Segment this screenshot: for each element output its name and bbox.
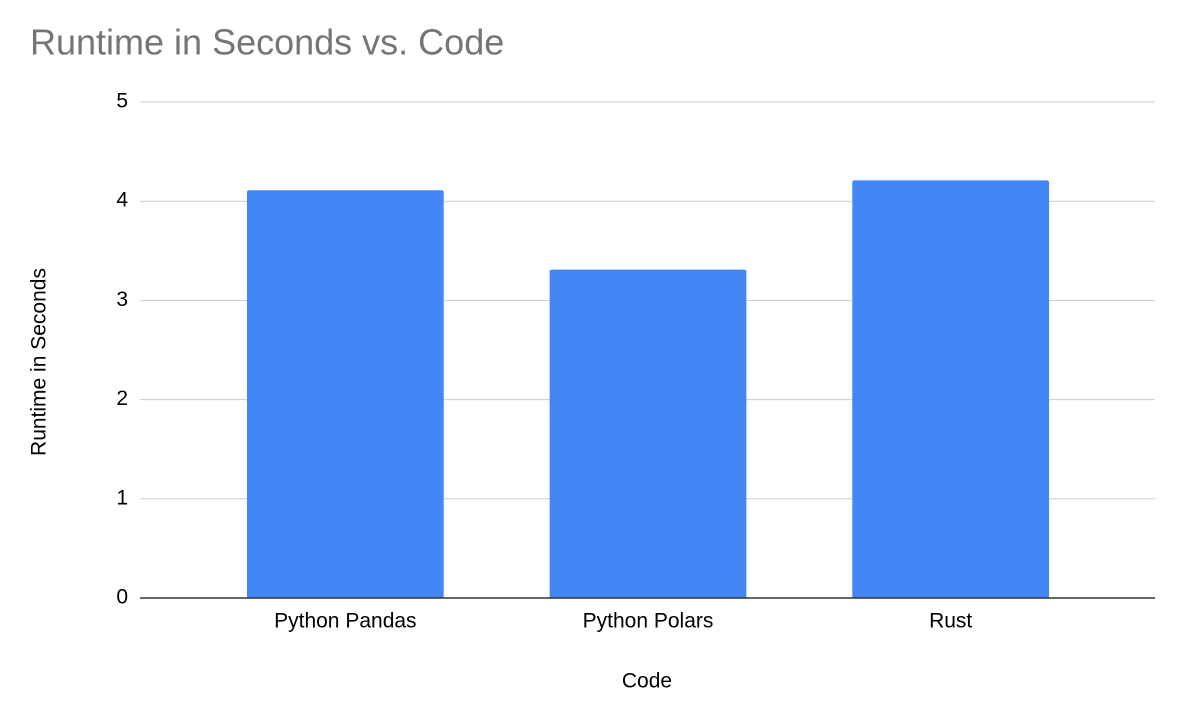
y-tick-label: 1 (116, 486, 128, 509)
x-tick-label: Rust (929, 610, 972, 633)
x-tick-label: Python Polars (583, 610, 714, 633)
y-tick-label: 2 (116, 387, 128, 410)
bar (246, 190, 444, 598)
y-tick-label: 5 (116, 90, 128, 113)
x-axis-label: Code (622, 670, 672, 693)
bar (549, 269, 747, 598)
chart-title: Runtime in Seconds vs. Code (30, 22, 504, 63)
y-tick-label: 3 (116, 288, 128, 311)
bar (852, 180, 1050, 599)
y-tick-label: 0 (116, 586, 128, 609)
y-axis-label: Runtime in Seconds (28, 268, 51, 456)
x-tick-label: Python Pandas (274, 610, 416, 633)
y-tick-label: 4 (116, 189, 128, 212)
